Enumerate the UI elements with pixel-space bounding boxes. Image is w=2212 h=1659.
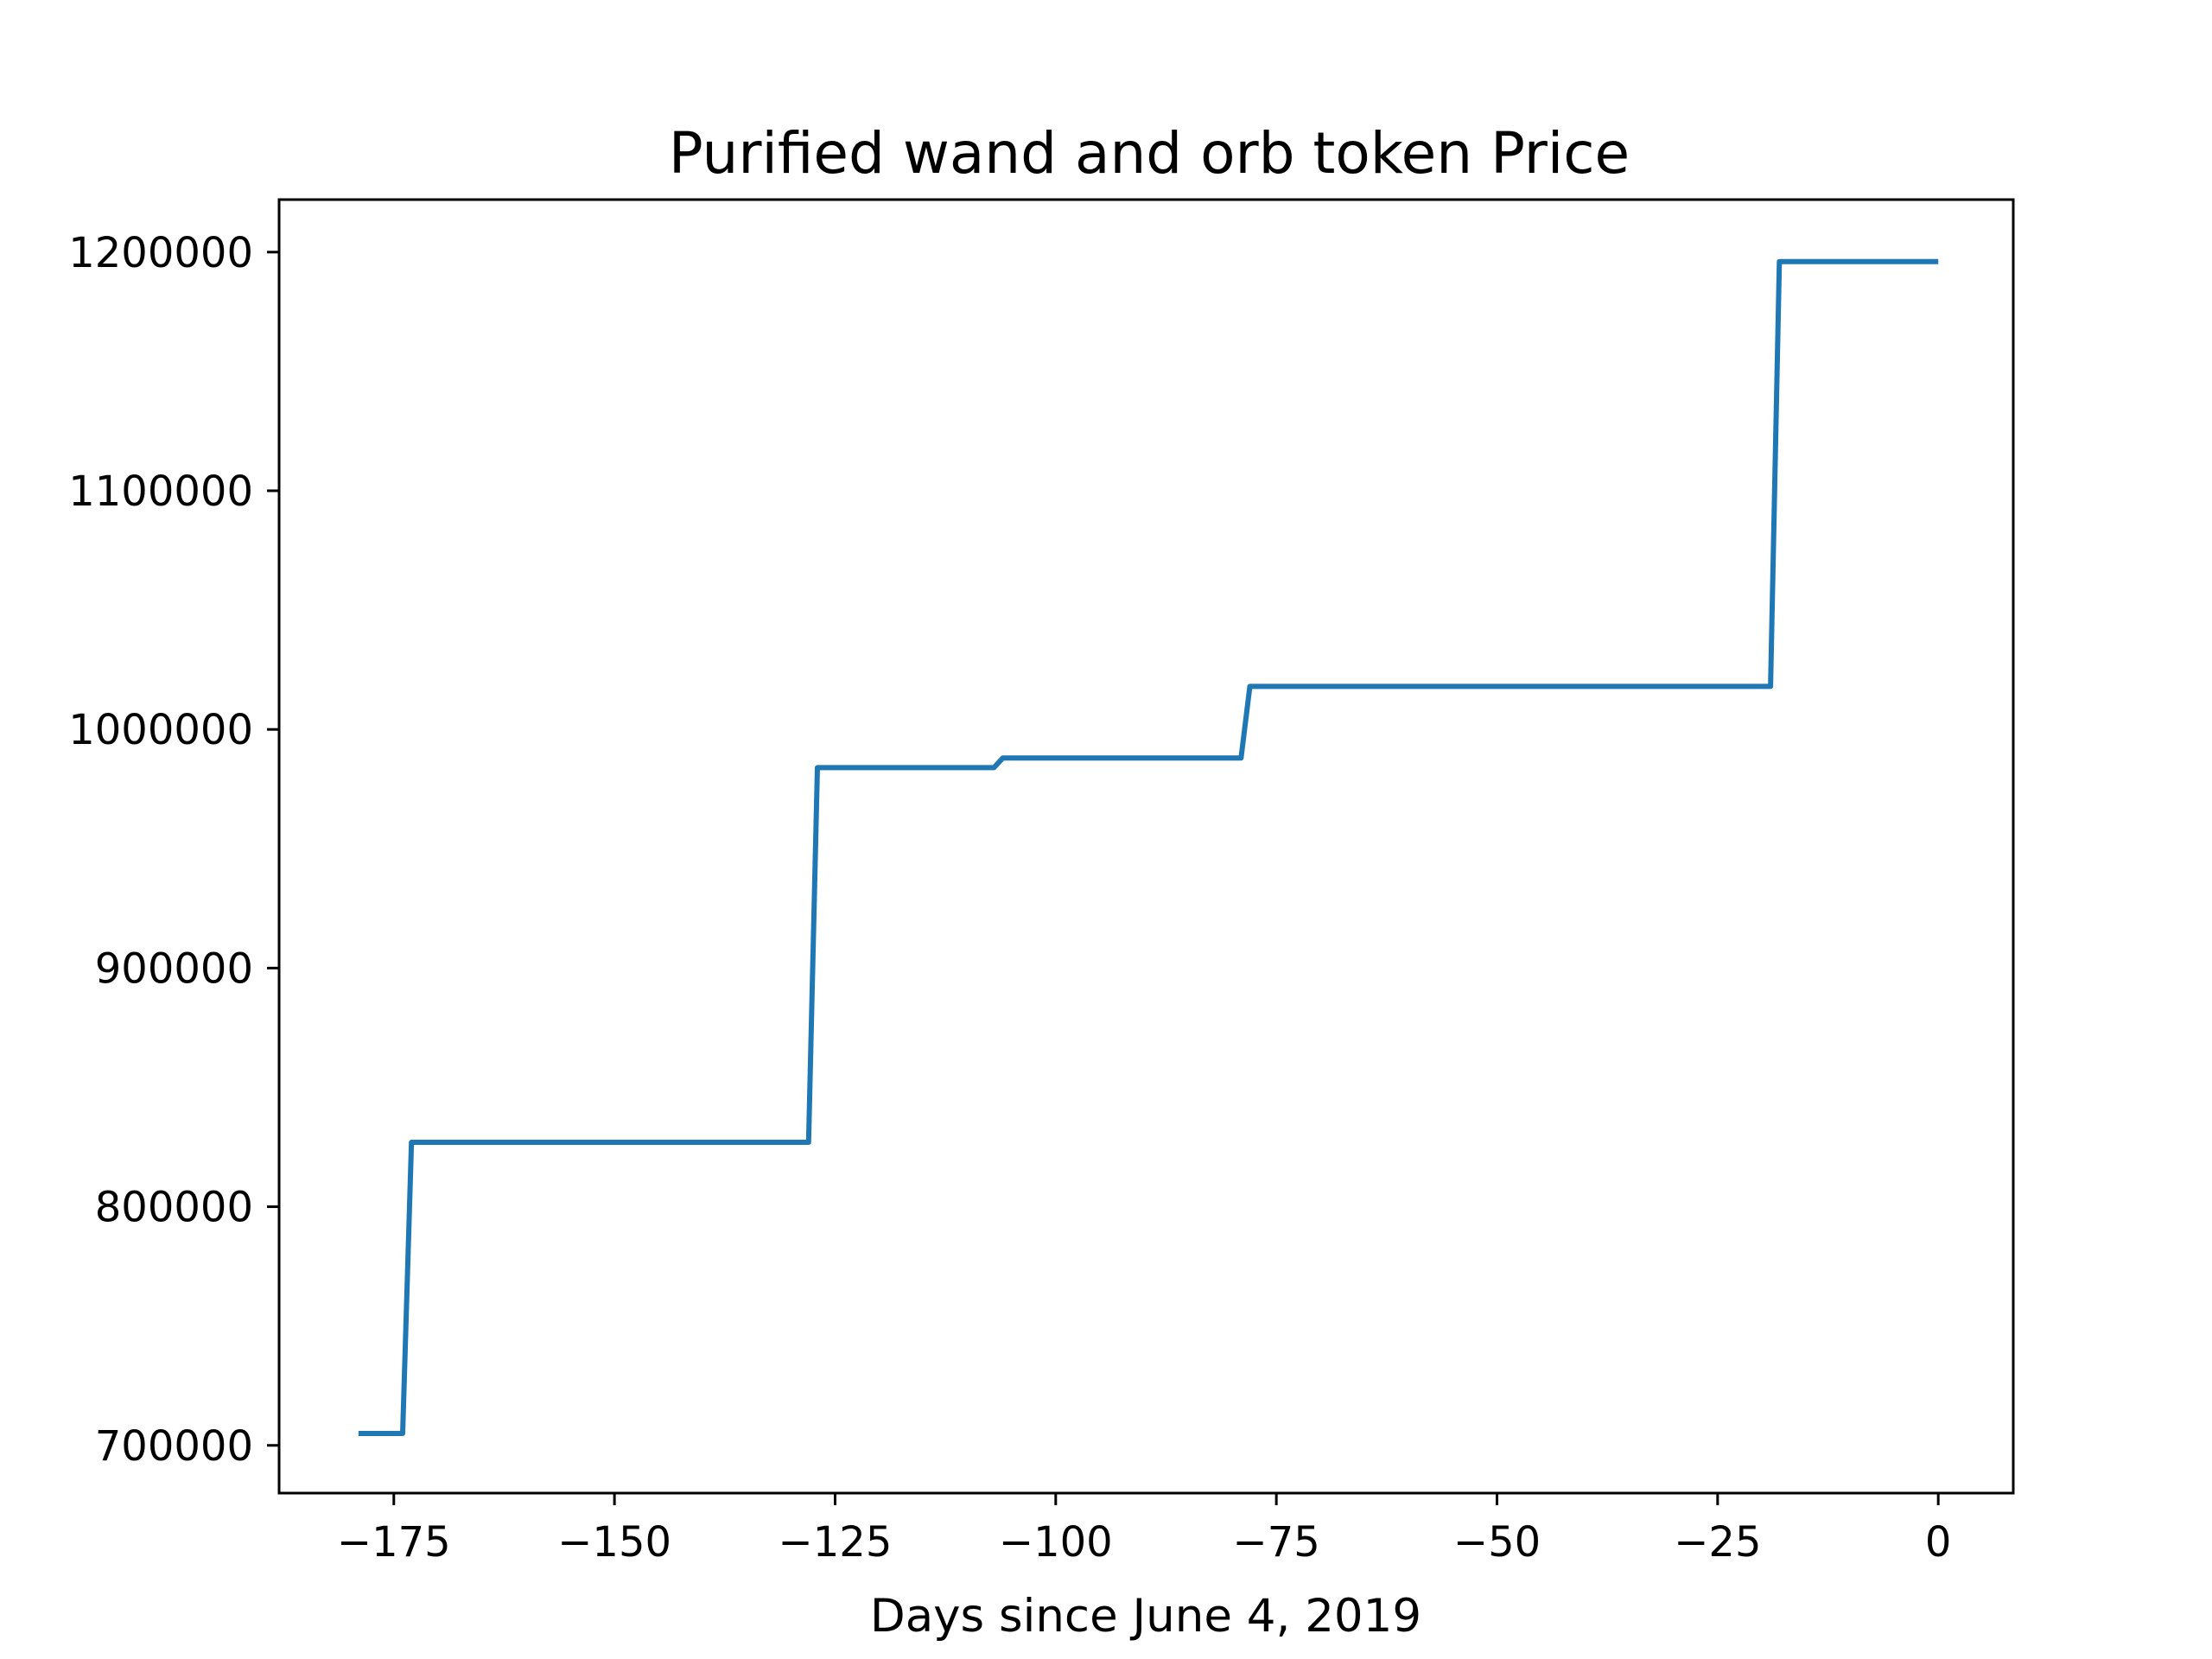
y-tick-label: 1000000 [68, 706, 253, 754]
x-tick-label: −150 [557, 1518, 671, 1567]
y-tick-label: 800000 [95, 1184, 253, 1232]
x-tick-label: −50 [1453, 1518, 1541, 1567]
y-tick-label: 1200000 [68, 229, 253, 277]
x-tick-label: −25 [1674, 1518, 1761, 1567]
x-tick-label: −75 [1233, 1518, 1320, 1567]
series-line [358, 258, 1939, 1436]
x-tick-label: −175 [337, 1518, 451, 1567]
x-tick-label: −100 [999, 1518, 1113, 1567]
y-tick-label: 700000 [95, 1422, 253, 1471]
x-axis: −175 −150 −125 −100 −75 −50 −25 0 [337, 1493, 1952, 1567]
x-axis-label: Days since June 4, 2019 [870, 1590, 1421, 1643]
plot-frame [277, 198, 2015, 1495]
x-tick-label: −125 [779, 1518, 893, 1567]
y-tick-label: 1100000 [68, 467, 253, 516]
chart-title: Purified wand and orb token Price [669, 120, 1630, 187]
x-tick-label: 0 [1925, 1518, 1952, 1567]
plot-layer [358, 258, 1939, 1436]
y-axis: 700000 800000 900000 1000000 1100000 1200000 [68, 229, 279, 1471]
y-tick-label: 900000 [95, 944, 253, 993]
